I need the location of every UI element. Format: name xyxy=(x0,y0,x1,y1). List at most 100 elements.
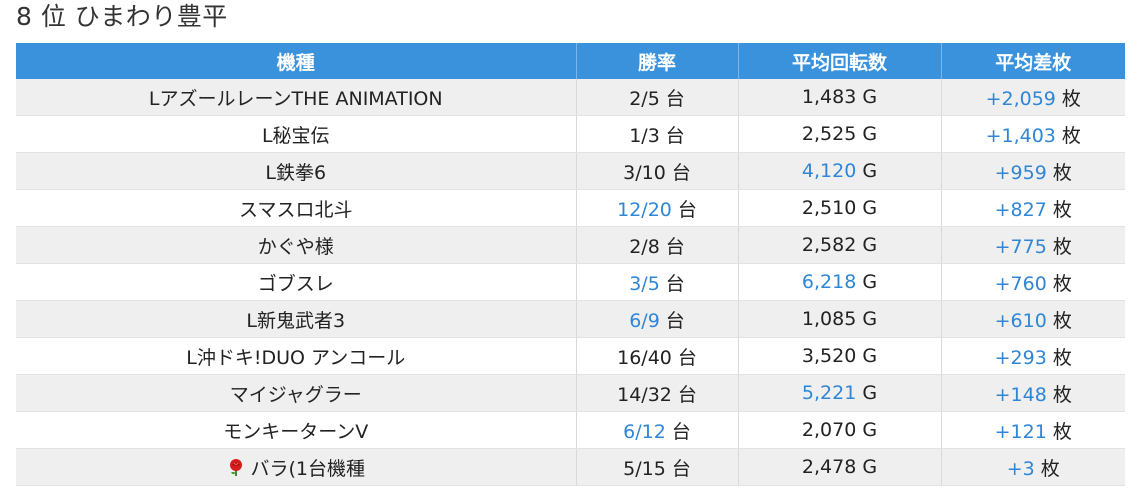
cell-avg-diff: +3 枚 xyxy=(941,448,1125,486)
column-header-winrate[interactable]: 勝率 xyxy=(576,43,739,79)
cell-model[interactable]: モンキーターンV xyxy=(16,411,577,449)
winrate-value: 6/12 xyxy=(623,420,666,443)
cell-avg-diff: +610 枚 xyxy=(941,300,1125,338)
winrate-value: 12/20 xyxy=(617,198,672,221)
cell-winrate: 5/15 台 xyxy=(576,448,739,486)
cell-model[interactable]: バラ(1台機種 xyxy=(16,448,577,486)
avg-diff-value: +1,403 xyxy=(985,124,1056,147)
cell-avg-spins: 2,070 G xyxy=(738,411,942,449)
cell-model[interactable]: スマスロ北斗 xyxy=(16,189,577,227)
cell-avg-diff: +1,403 枚 xyxy=(941,115,1125,153)
avg-spins-unit: G xyxy=(862,86,878,108)
column-header-model[interactable]: 機種 xyxy=(16,43,577,79)
cell-winrate: 6/9 台 xyxy=(576,300,739,338)
avg-diff-value: +827 xyxy=(994,198,1047,221)
cell-avg-spins: 6,218 G xyxy=(738,263,942,301)
table-row[interactable]: L沖ドキ!DUO アンコール 16/40 台 3,520 G +293 枚 xyxy=(16,337,1125,375)
avg-diff-value: +3 xyxy=(1006,457,1035,480)
cell-winrate: 6/12 台 xyxy=(576,411,739,449)
table-row[interactable]: スマスロ北斗 12/20 台 2,510 G +827 枚 xyxy=(16,189,1125,227)
table-row[interactable]: バラ(1台機種 5/15 台 2,478 G +3 枚 xyxy=(16,448,1125,486)
avg-spins-unit: G xyxy=(862,234,878,256)
avg-spins-unit: G xyxy=(862,456,878,478)
cell-winrate: 3/5 台 xyxy=(576,263,739,301)
model-name[interactable]: ゴブスレ xyxy=(257,272,334,295)
avg-spins-value: 2,582 xyxy=(801,234,857,256)
table-row[interactable]: L鉄拳6 3/10 台 4,120 G +959 枚 xyxy=(16,152,1125,190)
avg-diff-unit: 枚 xyxy=(1052,346,1072,369)
avg-spins-unit: G xyxy=(862,123,878,145)
cell-model[interactable]: ゴブスレ xyxy=(16,263,577,301)
table-row[interactable]: モンキーターンV 6/12 台 2,070 G +121 枚 xyxy=(16,411,1125,449)
cell-avg-diff: +775 枚 xyxy=(941,226,1125,264)
cell-model[interactable]: LアズールレーンTHE ANIMATION xyxy=(16,79,577,116)
cell-avg-spins: 1,085 G xyxy=(738,300,942,338)
winrate-unit: 台 xyxy=(677,346,697,369)
cell-model[interactable]: マイジャグラー xyxy=(16,374,577,412)
model-name[interactable]: スマスロ北斗 xyxy=(239,198,353,221)
avg-diff-value: +959 xyxy=(994,161,1047,184)
table-row[interactable]: マイジャグラー 14/32 台 5,221 G +148 枚 xyxy=(16,374,1125,412)
cell-avg-spins: 4,120 G xyxy=(738,152,942,190)
cell-avg-diff: +2,059 枚 xyxy=(941,79,1125,116)
model-name[interactable]: モンキーターンV xyxy=(223,420,369,443)
winrate-value: 14/32 xyxy=(617,383,672,406)
cell-model[interactable]: かぐや様 xyxy=(16,226,577,264)
cell-model[interactable]: L秘宝伝 xyxy=(16,115,577,153)
avg-spins-unit: G xyxy=(862,160,878,182)
cell-winrate: 3/10 台 xyxy=(576,152,739,190)
avg-spins-value: 3,520 xyxy=(801,345,857,367)
cell-winrate: 2/8 台 xyxy=(576,226,739,264)
model-name[interactable]: LアズールレーンTHE ANIMATION xyxy=(148,87,443,110)
winrate-unit: 台 xyxy=(677,198,697,221)
table-row[interactable]: かぐや様 2/8 台 2,582 G +775 枚 xyxy=(16,226,1125,264)
winrate-unit: 台 xyxy=(665,309,685,332)
avg-spins-value: 1,483 xyxy=(801,86,857,108)
winrate-unit: 台 xyxy=(665,87,685,110)
cell-model[interactable]: L鉄拳6 xyxy=(16,152,577,190)
cell-model[interactable]: L新鬼武者3 xyxy=(16,300,577,338)
model-name[interactable]: L沖ドキ!DUO アンコール xyxy=(186,346,406,369)
column-header-avg-spins[interactable]: 平均回転数 xyxy=(738,43,942,79)
cell-winrate: 14/32 台 xyxy=(576,374,739,412)
model-name[interactable]: L新鬼武者3 xyxy=(246,309,346,332)
avg-spins-value: 5,221 xyxy=(801,382,857,404)
model-name[interactable]: かぐや様 xyxy=(257,235,334,258)
column-header-avg-diff[interactable]: 平均差枚 xyxy=(941,43,1125,79)
cell-avg-diff: +293 枚 xyxy=(941,337,1125,375)
winrate-unit: 台 xyxy=(671,420,691,443)
cell-winrate: 12/20 台 xyxy=(576,189,739,227)
avg-spins-unit: G xyxy=(862,419,878,441)
table-row[interactable]: LアズールレーンTHE ANIMATION 2/5 台 1,483 G +2,059 枚 xyxy=(16,79,1125,116)
cell-avg-diff: +827 枚 xyxy=(941,189,1125,227)
model-name[interactable]: マイジャグラー xyxy=(229,383,362,406)
cell-avg-spins: 5,221 G xyxy=(738,374,942,412)
table-row[interactable]: L新鬼武者3 6/9 台 1,085 G +610 枚 xyxy=(16,300,1125,338)
avg-spins-value: 2,525 xyxy=(801,123,857,145)
table-row[interactable]: ゴブスレ 3/5 台 6,218 G +760 枚 xyxy=(16,263,1125,301)
winrate-value: 2/5 xyxy=(629,87,660,110)
cell-winrate: 2/5 台 xyxy=(576,79,739,116)
cell-avg-spins: 3,520 G xyxy=(738,337,942,375)
avg-diff-unit: 枚 xyxy=(1061,124,1081,147)
model-name[interactable]: L秘宝伝 xyxy=(261,124,330,147)
cell-model[interactable]: L沖ドキ!DUO アンコール xyxy=(16,337,577,375)
avg-spins-unit: G xyxy=(862,197,878,219)
winrate-value: 3/10 xyxy=(623,161,666,184)
cell-avg-spins: 2,478 G xyxy=(738,448,942,486)
table-row[interactable]: L秘宝伝 1/3 台 2,525 G +1,403 枚 xyxy=(16,115,1125,153)
winrate-value: 16/40 xyxy=(617,346,672,369)
model-name[interactable]: L鉄拳6 xyxy=(265,161,327,184)
page-title: 8 位 ひまわり豊平 xyxy=(16,2,228,31)
avg-spins-value: 6,218 xyxy=(801,271,857,293)
cell-winrate: 1/3 台 xyxy=(576,115,739,153)
avg-diff-value: +293 xyxy=(994,346,1047,369)
avg-spins-unit: G xyxy=(862,308,878,330)
avg-spins-value: 2,070 xyxy=(801,419,857,441)
model-name[interactable]: バラ(1台機種 xyxy=(250,457,365,480)
cell-avg-spins: 2,582 G xyxy=(738,226,942,264)
cell-avg-spins: 1,483 G xyxy=(738,79,942,116)
winrate-unit: 台 xyxy=(665,235,685,258)
avg-diff-unit: 枚 xyxy=(1040,457,1060,480)
winrate-unit: 台 xyxy=(677,383,697,406)
